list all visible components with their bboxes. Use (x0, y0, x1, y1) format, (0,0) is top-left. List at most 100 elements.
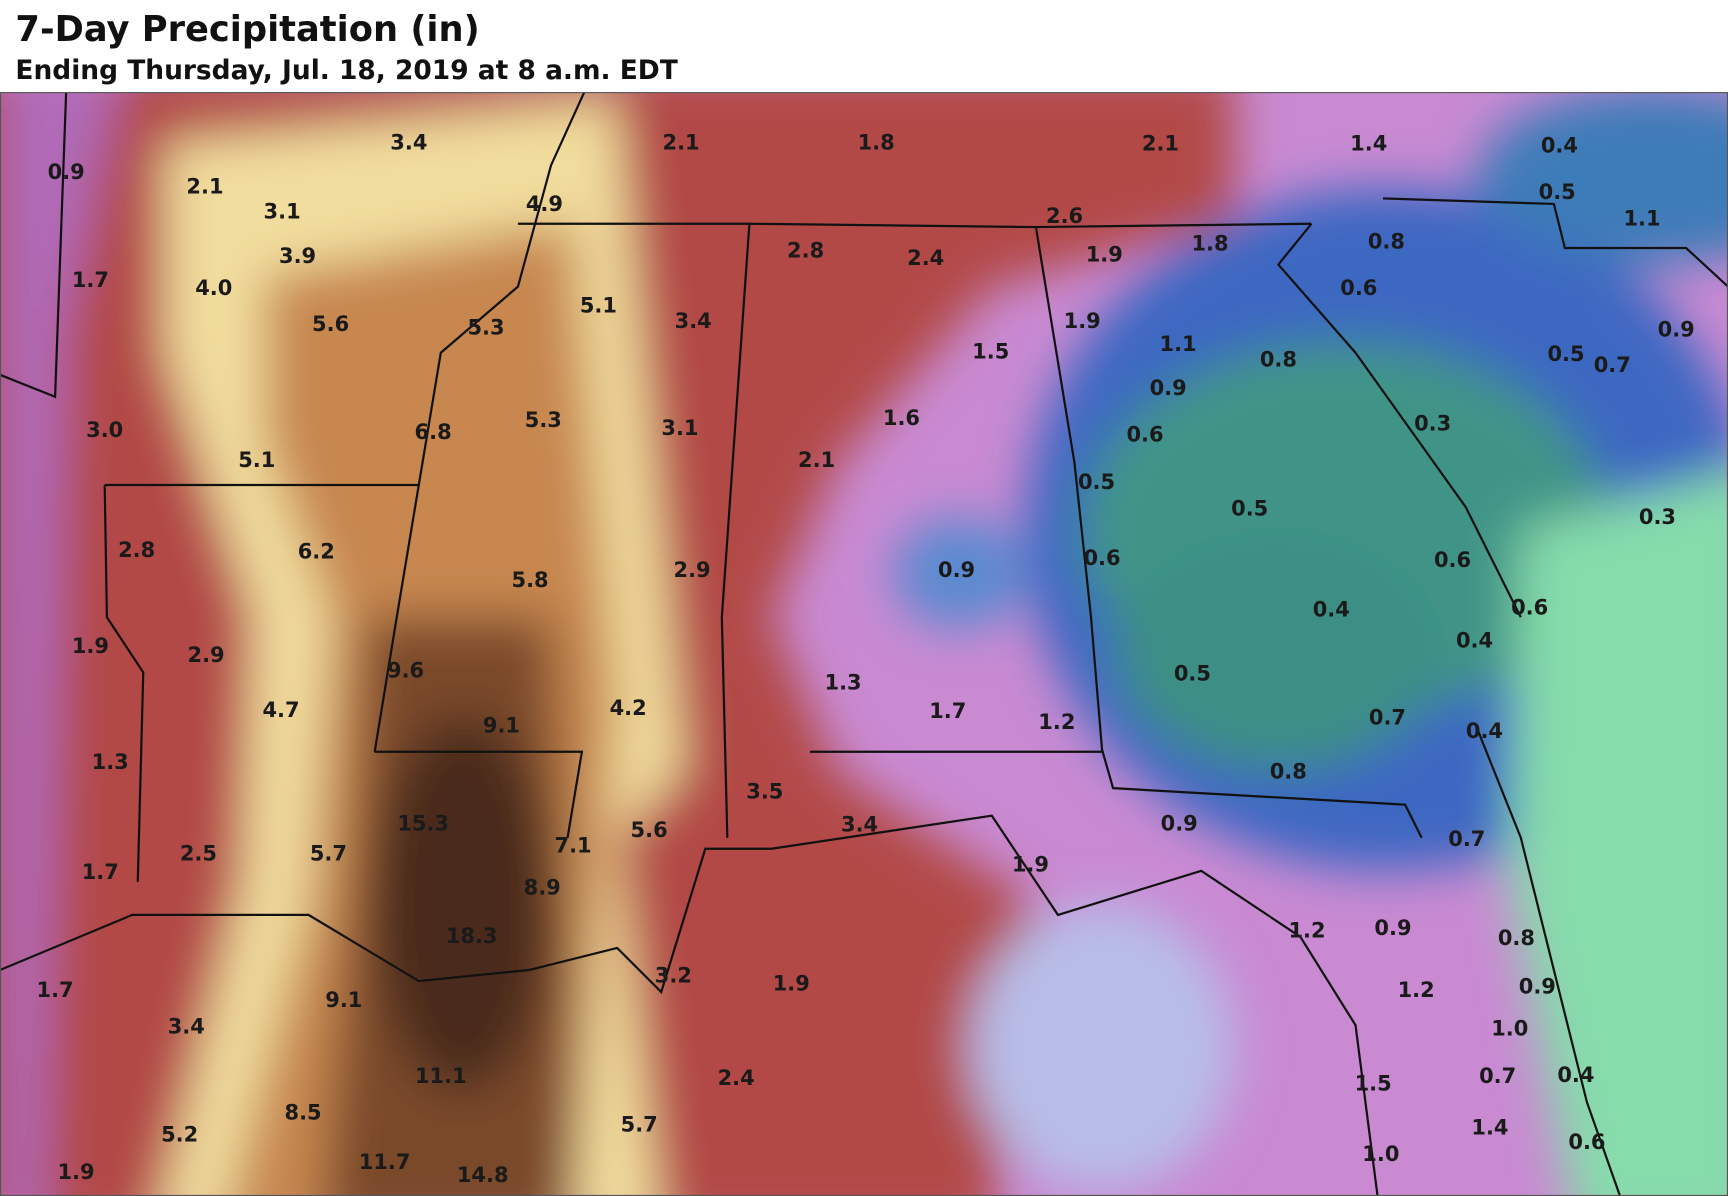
precip-label: 0.4 (1313, 598, 1350, 622)
precip-label: 11.1 (415, 1064, 467, 1088)
precip-label: 0.9 (1161, 812, 1198, 836)
precip-label: 3.2 (655, 964, 692, 988)
precip-label: 0.4 (1456, 629, 1493, 653)
precip-label: 0.7 (1594, 353, 1631, 377)
precip-label: 0.6 (1083, 546, 1120, 570)
precip-label: 1.2 (1288, 918, 1325, 942)
precip-label: 3.9 (279, 244, 316, 268)
precip-label: 0.5 (1539, 180, 1576, 204)
precip-label: 8.5 (285, 1100, 322, 1124)
precip-label: 1.7 (72, 268, 109, 292)
precip-label: 0.7 (1369, 706, 1406, 730)
precip-label: 1.8 (1191, 232, 1228, 256)
boundaries (0, 92, 1728, 1196)
precip-label: 1.5 (972, 340, 1009, 364)
precip-label: 4.9 (526, 192, 563, 216)
precip-label: 1.9 (773, 971, 810, 995)
precip-label: 0.4 (1541, 134, 1578, 158)
precip-label: 0.5 (1078, 470, 1115, 494)
precip-label: 0.8 (1270, 760, 1307, 784)
precip-label: 1.4 (1471, 1116, 1508, 1140)
precip-label: 1.5 (1355, 1072, 1392, 1096)
precip-label: 8.9 (524, 875, 561, 899)
precip-label: 0.9 (1150, 376, 1187, 400)
precip-label: 0.3 (1414, 411, 1451, 435)
precip-label: 0.9 (48, 160, 85, 184)
precip-label: 3.4 (168, 1014, 205, 1038)
precip-label: 3.1 (264, 200, 301, 224)
precip-label: 9.6 (387, 658, 424, 682)
precip-label: 3.4 (390, 130, 427, 154)
precip-label: 9.1 (483, 713, 520, 737)
precip-label: 5.7 (621, 1112, 658, 1136)
precip-label: 0.7 (1448, 827, 1485, 851)
precip-field (0, 92, 1728, 1196)
precip-label: 0.5 (1174, 662, 1211, 686)
precip-label: 2.9 (188, 643, 225, 667)
precip-label: 5.3 (525, 408, 562, 432)
precip-label: 2.1 (186, 174, 223, 198)
precip-label: 1.7 (929, 699, 966, 723)
precip-label: 6.2 (298, 539, 335, 563)
precip-label: 0.6 (1434, 548, 1471, 572)
precip-label: 11.7 (359, 1150, 411, 1174)
precip-label: 1.1 (1623, 206, 1660, 230)
value-labels: 3.4 0.9 2.1 3.1 3.9 1.7 4.0 5.6 4.9 5.3 5.1 3.4 2.1 1… (37, 130, 1695, 1187)
precip-label: 2.1 (798, 448, 835, 472)
precip-label: 0.9 (1374, 916, 1411, 940)
precip-label: 1.9 (1012, 852, 1049, 876)
precip-label: 4.7 (262, 698, 299, 722)
precip-label: 15.3 (397, 812, 449, 836)
precip-label: 0.7 (1479, 1064, 1516, 1088)
precip-label: 5.6 (631, 818, 668, 842)
map-subtitle: Ending Thursday, Jul. 18, 2019 at 8 a.m.… (15, 55, 677, 86)
precip-label: 1.7 (37, 978, 74, 1002)
precip-label: 2.1 (663, 130, 700, 154)
precip-label: 1.0 (1362, 1142, 1399, 1166)
precip-label: 1.3 (92, 750, 129, 774)
precip-label: 2.6 (1046, 204, 1083, 228)
precip-label: 1.7 (82, 860, 119, 884)
precip-label: 5.6 (312, 312, 349, 336)
precip-label: 5.2 (161, 1122, 198, 1146)
precip-label: 0.9 (1519, 975, 1556, 999)
precip-label: 3.4 (841, 813, 878, 837)
precip-label: 0.4 (1466, 719, 1503, 743)
precip-label: 14.8 (457, 1163, 509, 1187)
precip-label: 1.0 (1491, 1017, 1528, 1041)
precip-label: 2.4 (718, 1066, 755, 1090)
precip-label: 0.6 (1568, 1130, 1605, 1154)
precip-label: 1.9 (72, 634, 109, 658)
precip-label: 18.3 (446, 924, 498, 948)
precip-label: 1.1 (1160, 332, 1197, 356)
precip-label: 3.5 (746, 780, 783, 804)
precip-label: 2.5 (180, 841, 217, 865)
precip-label: 0.6 (1126, 422, 1163, 446)
precip-label: 1.4 (1350, 131, 1387, 155)
precip-label: 2.4 (907, 246, 944, 270)
precip-label: 0.9 (1658, 318, 1695, 342)
precip-label: 0.5 (1547, 342, 1584, 366)
precip-label: 5.1 (580, 293, 617, 317)
precip-label: 1.9 (57, 1160, 94, 1184)
precip-label: 2.8 (118, 538, 155, 562)
precip-label: 2.8 (787, 238, 824, 262)
precip-label: 5.7 (310, 841, 347, 865)
precip-label: 1.2 (1038, 710, 1075, 734)
precip-label: 0.4 (1557, 1063, 1594, 1087)
precip-label: 1.9 (1064, 309, 1101, 333)
precip-label: 1.3 (825, 670, 862, 694)
precip-label: 0.5 (1231, 496, 1268, 520)
precip-label: 0.3 (1639, 505, 1676, 529)
precip-label: 3.4 (675, 309, 712, 333)
precip-label: 6.8 (415, 420, 452, 444)
map-frame (0, 92, 1728, 1196)
precip-label: 0.8 (1498, 926, 1535, 950)
precip-label: 1.6 (883, 406, 920, 430)
precip-label: 5.1 (238, 448, 275, 472)
precip-label: 1.9 (1086, 243, 1123, 267)
precip-label: 0.8 (1368, 230, 1405, 254)
